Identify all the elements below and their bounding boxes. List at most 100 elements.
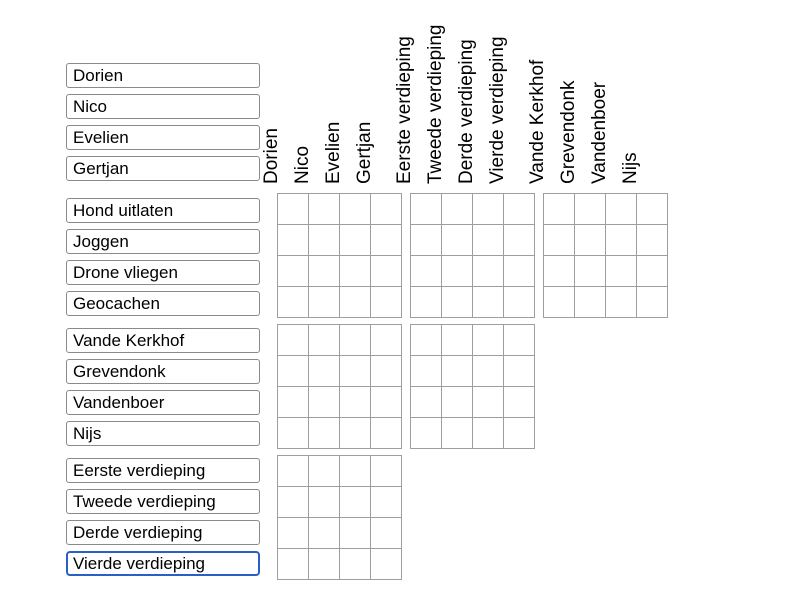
grid-cell[interactable]	[278, 325, 309, 356]
category-item-input[interactable]	[66, 156, 260, 181]
category-item-input[interactable]	[66, 520, 260, 545]
grid-cell[interactable]	[371, 549, 402, 580]
grid-cell[interactable]	[371, 356, 402, 387]
grid-cell[interactable]	[371, 256, 402, 287]
grid-cell[interactable]	[473, 194, 504, 225]
grid-cell[interactable]	[473, 256, 504, 287]
grid-cell[interactable]	[340, 356, 371, 387]
grid-cell[interactable]	[371, 518, 402, 549]
grid-cell[interactable]	[473, 418, 504, 449]
grid-cell[interactable]	[504, 387, 535, 418]
grid-cell[interactable]	[473, 287, 504, 318]
grid-cell[interactable]	[278, 225, 309, 256]
grid-cell[interactable]	[442, 387, 473, 418]
category-item-input[interactable]	[66, 458, 260, 483]
grid-cell[interactable]	[278, 356, 309, 387]
grid-cell[interactable]	[309, 387, 340, 418]
grid-cell[interactable]	[411, 418, 442, 449]
category-item-input[interactable]	[66, 125, 260, 150]
grid-cell[interactable]	[309, 325, 340, 356]
grid-cell[interactable]	[371, 418, 402, 449]
grid-cell[interactable]	[340, 387, 371, 418]
grid-cell[interactable]	[309, 518, 340, 549]
category-item-input[interactable]	[66, 551, 260, 576]
grid-cell[interactable]	[504, 256, 535, 287]
category-item-input[interactable]	[66, 328, 260, 353]
grid-cell[interactable]	[504, 225, 535, 256]
grid-cell[interactable]	[473, 225, 504, 256]
category-item-input[interactable]	[66, 94, 260, 119]
grid-cell[interactable]	[411, 225, 442, 256]
grid-cell[interactable]	[278, 487, 309, 518]
grid-cell[interactable]	[411, 356, 442, 387]
grid-cell[interactable]	[371, 387, 402, 418]
grid-cell[interactable]	[278, 287, 309, 318]
grid-cell[interactable]	[309, 487, 340, 518]
grid-cell[interactable]	[340, 418, 371, 449]
grid-cell[interactable]	[411, 256, 442, 287]
grid-cell[interactable]	[278, 194, 309, 225]
grid-cell[interactable]	[473, 356, 504, 387]
category-item-input[interactable]	[66, 390, 260, 415]
grid-cell[interactable]	[340, 194, 371, 225]
grid-cell[interactable]	[309, 456, 340, 487]
grid-cell[interactable]	[637, 194, 668, 225]
grid-cell[interactable]	[309, 418, 340, 449]
grid-cell[interactable]	[309, 225, 340, 256]
category-item-input[interactable]	[66, 229, 260, 254]
grid-cell[interactable]	[575, 287, 606, 318]
grid-cell[interactable]	[606, 225, 637, 256]
grid-cell[interactable]	[371, 194, 402, 225]
category-item-input[interactable]	[66, 63, 260, 88]
grid-cell[interactable]	[442, 287, 473, 318]
grid-cell[interactable]	[544, 287, 575, 318]
grid-cell[interactable]	[278, 518, 309, 549]
grid-cell[interactable]	[309, 356, 340, 387]
grid-cell[interactable]	[309, 287, 340, 318]
grid-cell[interactable]	[411, 387, 442, 418]
category-item-input[interactable]	[66, 260, 260, 285]
category-item-input[interactable]	[66, 421, 260, 446]
grid-cell[interactable]	[504, 418, 535, 449]
grid-cell[interactable]	[340, 225, 371, 256]
grid-cell[interactable]	[442, 256, 473, 287]
grid-cell[interactable]	[442, 418, 473, 449]
grid-cell[interactable]	[504, 287, 535, 318]
category-item-input[interactable]	[66, 291, 260, 316]
grid-cell[interactable]	[371, 325, 402, 356]
grid-cell[interactable]	[544, 225, 575, 256]
grid-cell[interactable]	[278, 456, 309, 487]
grid-cell[interactable]	[504, 325, 535, 356]
grid-cell[interactable]	[309, 549, 340, 580]
grid-cell[interactable]	[309, 256, 340, 287]
grid-cell[interactable]	[371, 456, 402, 487]
grid-cell[interactable]	[340, 518, 371, 549]
grid-cell[interactable]	[473, 387, 504, 418]
grid-cell[interactable]	[637, 287, 668, 318]
category-item-input[interactable]	[66, 359, 260, 384]
grid-cell[interactable]	[278, 256, 309, 287]
grid-cell[interactable]	[340, 325, 371, 356]
category-item-input[interactable]	[66, 198, 260, 223]
grid-cell[interactable]	[442, 194, 473, 225]
grid-cell[interactable]	[371, 287, 402, 318]
grid-cell[interactable]	[442, 325, 473, 356]
grid-cell[interactable]	[278, 387, 309, 418]
grid-cell[interactable]	[340, 287, 371, 318]
grid-cell[interactable]	[340, 256, 371, 287]
grid-cell[interactable]	[544, 256, 575, 287]
grid-cell[interactable]	[411, 194, 442, 225]
grid-cell[interactable]	[606, 256, 637, 287]
grid-cell[interactable]	[442, 356, 473, 387]
grid-cell[interactable]	[278, 418, 309, 449]
grid-cell[interactable]	[575, 256, 606, 287]
grid-cell[interactable]	[309, 194, 340, 225]
grid-cell[interactable]	[340, 456, 371, 487]
grid-cell[interactable]	[411, 287, 442, 318]
grid-cell[interactable]	[371, 487, 402, 518]
grid-cell[interactable]	[278, 549, 309, 580]
grid-cell[interactable]	[473, 325, 504, 356]
grid-cell[interactable]	[606, 287, 637, 318]
grid-cell[interactable]	[442, 225, 473, 256]
grid-cell[interactable]	[575, 225, 606, 256]
